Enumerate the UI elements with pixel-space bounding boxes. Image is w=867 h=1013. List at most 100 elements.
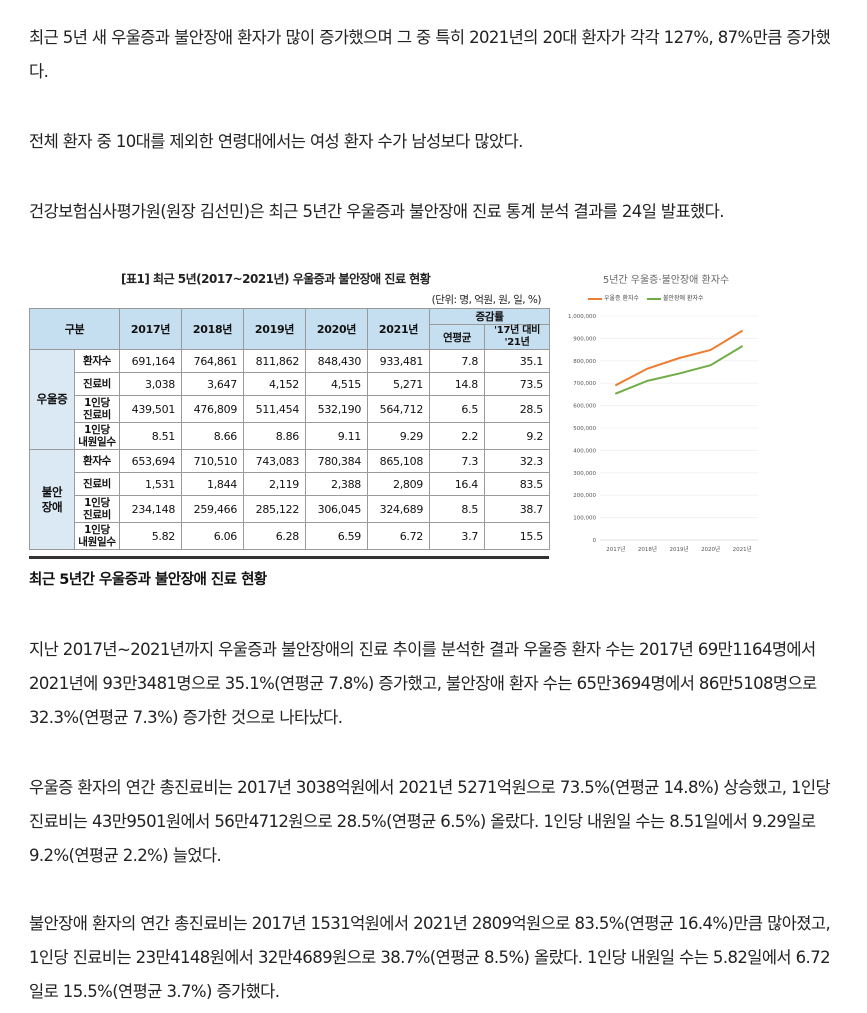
table-cell-cagr: 8.5: [429, 495, 486, 523]
chart-title: 5년간 우울증·불안장애 환자수: [602, 275, 730, 286]
data-point: [615, 392, 617, 395]
legend-swatch: [588, 297, 602, 300]
table-cell: 653,694: [119, 449, 183, 473]
row-label: 진료비: [73, 372, 121, 396]
header-category: 구분: [28, 308, 121, 350]
data-point: [646, 380, 649, 382]
table-cell: 234,148: [119, 495, 183, 523]
data-point: [678, 357, 680, 359]
legend-swatch: [646, 297, 661, 300]
table-cell: 811,862: [243, 349, 307, 373]
table-unit: (단위: 명, 억원, 원, 일, %): [431, 294, 542, 306]
table-cell: 3,647: [181, 372, 245, 396]
paragraph-gender: 전체 환자 중 10대를 제외한 연령대에서는 여성 환자 수가 남성보다 많았…: [29, 132, 523, 151]
header-year: 2018년: [181, 308, 245, 350]
header-vs: '17년 대비 '21년: [484, 324, 551, 350]
y-tick-label: 800,000: [573, 359, 596, 365]
x-tick-label: 2018년: [638, 545, 657, 553]
table-cell: 865,108: [367, 449, 431, 473]
legend-item: 우울증 환자수: [588, 293, 639, 302]
table-cell: 691,164: [119, 349, 183, 373]
y-tick-label: 400,000: [573, 448, 596, 454]
data-point: [741, 345, 743, 348]
row-label: 진료비: [73, 472, 121, 496]
table-cell: 5.82: [119, 522, 183, 550]
header-year: 2020년: [305, 308, 369, 350]
table-row: 1인당 진료비 234,148 259,466 285,122 306,045 324,6…: [30, 495, 551, 523]
series-line-1: [615, 345, 743, 395]
row-label: 환자수: [73, 349, 121, 373]
table-cell-vs: 32.3: [484, 449, 551, 473]
table-cell: 6.28: [243, 522, 307, 550]
data-point: [615, 384, 617, 386]
table-cell-vs: 15.5: [484, 522, 551, 550]
y-tick-label: 200,000: [573, 493, 596, 499]
table-row: 우울증 환자수 691,164 764,861 811,862 848,430 933,48…: [29, 349, 551, 450]
x-tick-label: 2019년: [669, 545, 688, 553]
y-tick-label: 500,000: [573, 426, 596, 432]
row-label: 1인당 진료비: [73, 395, 121, 423]
table-cell: 511,454: [243, 395, 307, 423]
header-year: 2021년: [367, 308, 431, 350]
table-caption: 최근 5년간 우울증과 불안장애 진료 현황: [29, 572, 267, 588]
table-row: 불안 장애 환자수 653,694 710,510 743,083 780,384 865,…: [29, 449, 551, 550]
table-cell-cagr: 7.3: [429, 449, 486, 473]
row-label: 1인당 진료비: [73, 495, 121, 523]
paragraph-depression-cost: 우울증 환자의 연간 총진료비는 2017년 3038억원에서 2021년 52…: [29, 778, 831, 865]
table-cell: 1,844: [181, 472, 245, 496]
table-cell: 3,038: [119, 372, 183, 396]
y-tick-label: 900,000: [573, 336, 596, 342]
table-cell-cagr: 6.5: [429, 395, 486, 423]
y-tick-label: 100,000: [573, 516, 596, 522]
data-point: [646, 367, 649, 370]
table-cell-vs: 35.1: [484, 349, 551, 373]
line-chart: 0 100,000 200,000 300,000 400,000 500,000 600,…: [568, 314, 758, 553]
table-cell: 743,083: [243, 449, 307, 473]
table-cell: 324,689: [367, 495, 431, 523]
table-cell: 5,271: [367, 372, 431, 396]
row-label: 1인당 내원일수: [73, 422, 121, 450]
table-cell: 285,122: [243, 495, 307, 523]
x-tick-label: 2020년: [701, 545, 720, 553]
header-cagr: 연평균: [429, 324, 486, 350]
x-tick-label: 2017년: [606, 545, 625, 553]
table-figure: [표1] 최근 5년(2017~2021년) 우울증과 불안장애 진료 현황 (…: [28, 266, 551, 559]
table-cell: 2,119: [243, 472, 307, 496]
legend-label: 우울증 환자수: [604, 295, 640, 302]
table-cell: 306,045: [305, 495, 369, 523]
table-bottom-rule: [29, 556, 549, 559]
table-cell-vs: 38.7: [484, 495, 551, 523]
chart-figure: 5년간 우울증·불안장애 환자수 우울증 환자수 불안장애 환자수 0 100,0…: [566, 266, 766, 562]
table-cell: 2,388: [305, 472, 369, 496]
group-label: 불안 장애: [29, 449, 75, 550]
y-tick-label: 1,000,000: [568, 314, 596, 320]
table-cell: 532,190: [305, 395, 369, 423]
table-cell: 9.11: [305, 422, 369, 450]
table-cell-cagr: 16.4: [429, 472, 486, 496]
paragraph-patients: 지난 2017년~2021년까지 우울증과 불안장애의 진료 추이를 분석한 결…: [29, 640, 817, 727]
table-cell-vs: 83.5: [484, 472, 551, 496]
row-label: 환자수: [73, 449, 121, 473]
table-cell: 8.66: [181, 422, 245, 450]
paragraph-anxiety-cost: 불안장애 환자의 연간 총진료비는 2017년 1531억원에서 2021년 2…: [29, 914, 831, 1001]
header-year: 2019년: [243, 308, 307, 350]
table-row: 진료비 1,531 1,844 2,119 2,388 2,809 16.4 83.5: [30, 472, 551, 496]
data-point: [709, 364, 712, 366]
table-cell: 259,466: [181, 495, 245, 523]
table-cell: 8.51: [119, 422, 183, 450]
table-cell-vs: 28.5: [484, 395, 551, 423]
table-cell-vs: 9.2: [484, 422, 551, 450]
table-cell-cagr: 7.8: [429, 349, 486, 373]
y-tick-label: 700,000: [573, 381, 596, 387]
table-row: 1인당 진료비 439,501 476,809 511,454 532,190 564,7…: [30, 395, 551, 423]
table-cell: 4,152: [243, 372, 307, 396]
paragraph-source: 건강보험심사평가원(원장 김선민)은 최근 5년간 우울증과 불안장애 진료 통…: [29, 202, 724, 221]
table-cell-cagr: 14.8: [429, 372, 486, 396]
data-point: [741, 330, 743, 332]
table-cell: 564,712: [367, 395, 431, 423]
paragraph-intro: 최근 5년 새 우울증과 불안장애 환자가 많이 증가했으며 그 중 특히 20…: [29, 28, 831, 81]
x-tick-label: 2021년: [733, 545, 752, 553]
row-label: 1인당 내원일수: [73, 522, 121, 550]
table-cell: 2,809: [367, 472, 431, 496]
